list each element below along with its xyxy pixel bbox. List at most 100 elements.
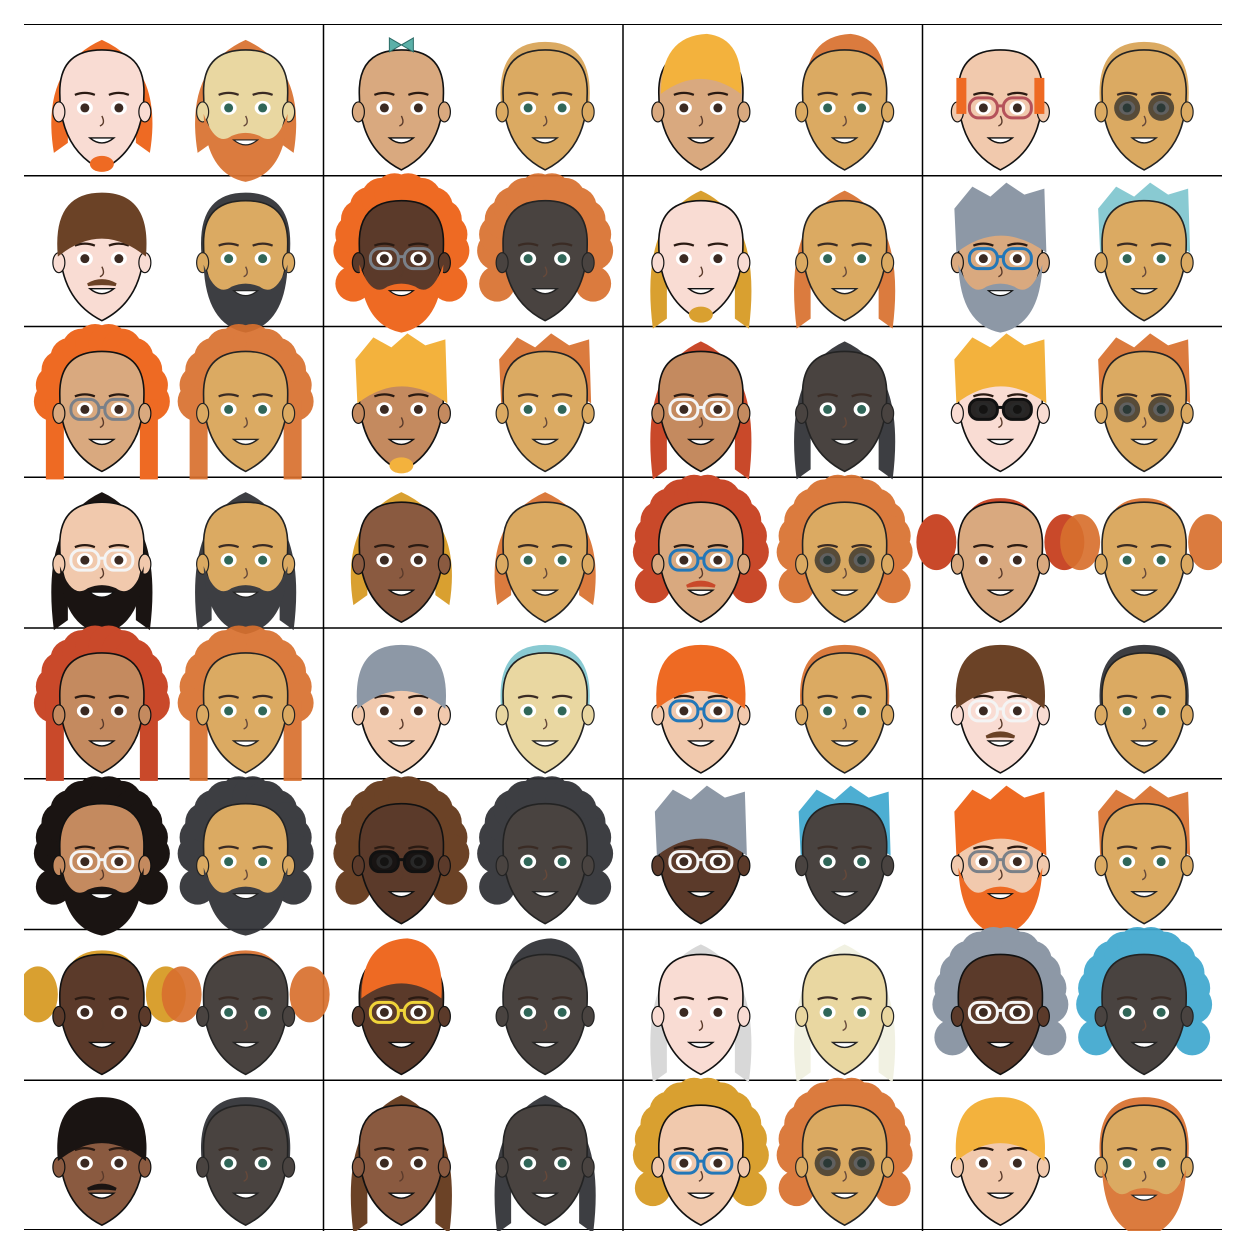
- face-ear: [1180, 553, 1194, 575]
- face-pupil: [114, 706, 124, 716]
- source-face: [632, 1077, 769, 1227]
- face-pair-cell: [651, 644, 895, 774]
- face-pupil: [1012, 706, 1022, 716]
- source-face: [950, 1097, 1050, 1227]
- face-head: [202, 1104, 289, 1227]
- face-ear: [795, 553, 809, 575]
- face-pupil: [823, 1007, 833, 1017]
- face-head: [59, 350, 145, 473]
- face-ear: [1180, 1156, 1194, 1178]
- face-eyebrow: [673, 694, 695, 699]
- face-pupil: [978, 1007, 988, 1017]
- hair-curl: [778, 567, 815, 604]
- face-pupil: [258, 1158, 268, 1168]
- hair-curl: [634, 567, 671, 604]
- face-eyebrow: [407, 1147, 429, 1152]
- face-eyebrow: [108, 1147, 130, 1152]
- face-pair-cell: [33, 324, 314, 480]
- face-mouth: [88, 893, 116, 900]
- face-nose: [99, 718, 105, 730]
- face-head: [658, 199, 744, 322]
- face-ear: [495, 1005, 509, 1028]
- face-pair-cell: [33, 625, 314, 781]
- face-eyebrow: [218, 544, 240, 549]
- face-nose: [1141, 417, 1147, 429]
- face-head: [502, 802, 588, 925]
- face-ear: [737, 855, 751, 877]
- face-pupil: [978, 857, 988, 867]
- face-mouth: [88, 591, 116, 598]
- glasses-lens: [69, 548, 101, 572]
- glasses-lens: [69, 850, 101, 874]
- face-ear: [1180, 855, 1194, 877]
- face-nose: [542, 567, 548, 579]
- face-pupil: [1012, 103, 1022, 113]
- face-nose: [99, 417, 105, 429]
- beard: [958, 867, 1043, 936]
- face-eyebrow: [1150, 996, 1172, 1001]
- face-head: [957, 501, 1044, 624]
- face-head: [658, 953, 744, 1076]
- face-eyebrow: [517, 242, 539, 247]
- face-pupil: [80, 103, 90, 113]
- source-face: [351, 37, 451, 171]
- face-eyebrow: [252, 845, 274, 850]
- face-eyebrow: [851, 544, 873, 549]
- face-pupil: [258, 103, 268, 113]
- face-eyebrow: [707, 1147, 729, 1152]
- face-nose: [399, 869, 404, 881]
- face-head: [502, 501, 588, 624]
- face-pupil: [679, 404, 689, 414]
- face-pupil: [379, 1007, 389, 1017]
- face-ear: [138, 855, 152, 877]
- face-eyebrow: [851, 694, 873, 699]
- face-mouth: [231, 740, 260, 747]
- face-pupil: [557, 254, 567, 264]
- source-face: [33, 324, 170, 480]
- face-nose: [99, 266, 105, 278]
- face-ear: [950, 553, 964, 575]
- face-eyebrow: [1150, 544, 1172, 549]
- face-pupil: [1012, 254, 1022, 264]
- face-ear: [737, 101, 751, 123]
- generated-face: [795, 644, 895, 774]
- face-mouth: [986, 740, 1015, 747]
- face-pupil: [557, 706, 567, 716]
- face-pupil: [413, 1158, 423, 1168]
- face-eyebrow: [252, 1147, 274, 1152]
- face-mouth: [1130, 740, 1159, 747]
- face-eyebrow: [851, 845, 873, 850]
- hair-bow-icon: [388, 37, 414, 53]
- glasses-lens: [967, 1000, 999, 1024]
- face-eyebrow: [407, 996, 429, 1001]
- face-ear: [437, 1156, 451, 1178]
- face-eyebrow: [1116, 845, 1138, 850]
- face-eyebrow: [817, 694, 839, 699]
- face-eyebrow: [108, 996, 130, 1001]
- face-eyebrow: [1150, 242, 1172, 247]
- source-face: [51, 39, 153, 172]
- face-pupil: [978, 555, 988, 565]
- generated-face: [495, 644, 595, 774]
- face-ear: [795, 101, 809, 123]
- face-eyebrow: [373, 694, 395, 699]
- face-eyebrow: [517, 91, 539, 96]
- face-eyebrow: [972, 845, 994, 850]
- face-nose: [698, 1170, 704, 1182]
- beard: [203, 566, 288, 635]
- generated-face: [495, 41, 595, 171]
- face-pair-cell: [950, 644, 1194, 774]
- face-eyebrow: [1116, 1147, 1138, 1152]
- face-head: [1101, 350, 1187, 473]
- generated-face: [1094, 182, 1194, 322]
- source-face: [650, 341, 752, 480]
- face-ear: [1180, 704, 1194, 726]
- face-ear: [196, 1156, 210, 1178]
- face-pupil: [413, 1007, 423, 1017]
- generated-shades: [814, 1150, 841, 1177]
- face-eyebrow: [972, 242, 994, 247]
- face-ear: [437, 101, 451, 123]
- source-face: [350, 1095, 452, 1231]
- face-mouth: [986, 1192, 1015, 1199]
- face-ear: [52, 553, 66, 575]
